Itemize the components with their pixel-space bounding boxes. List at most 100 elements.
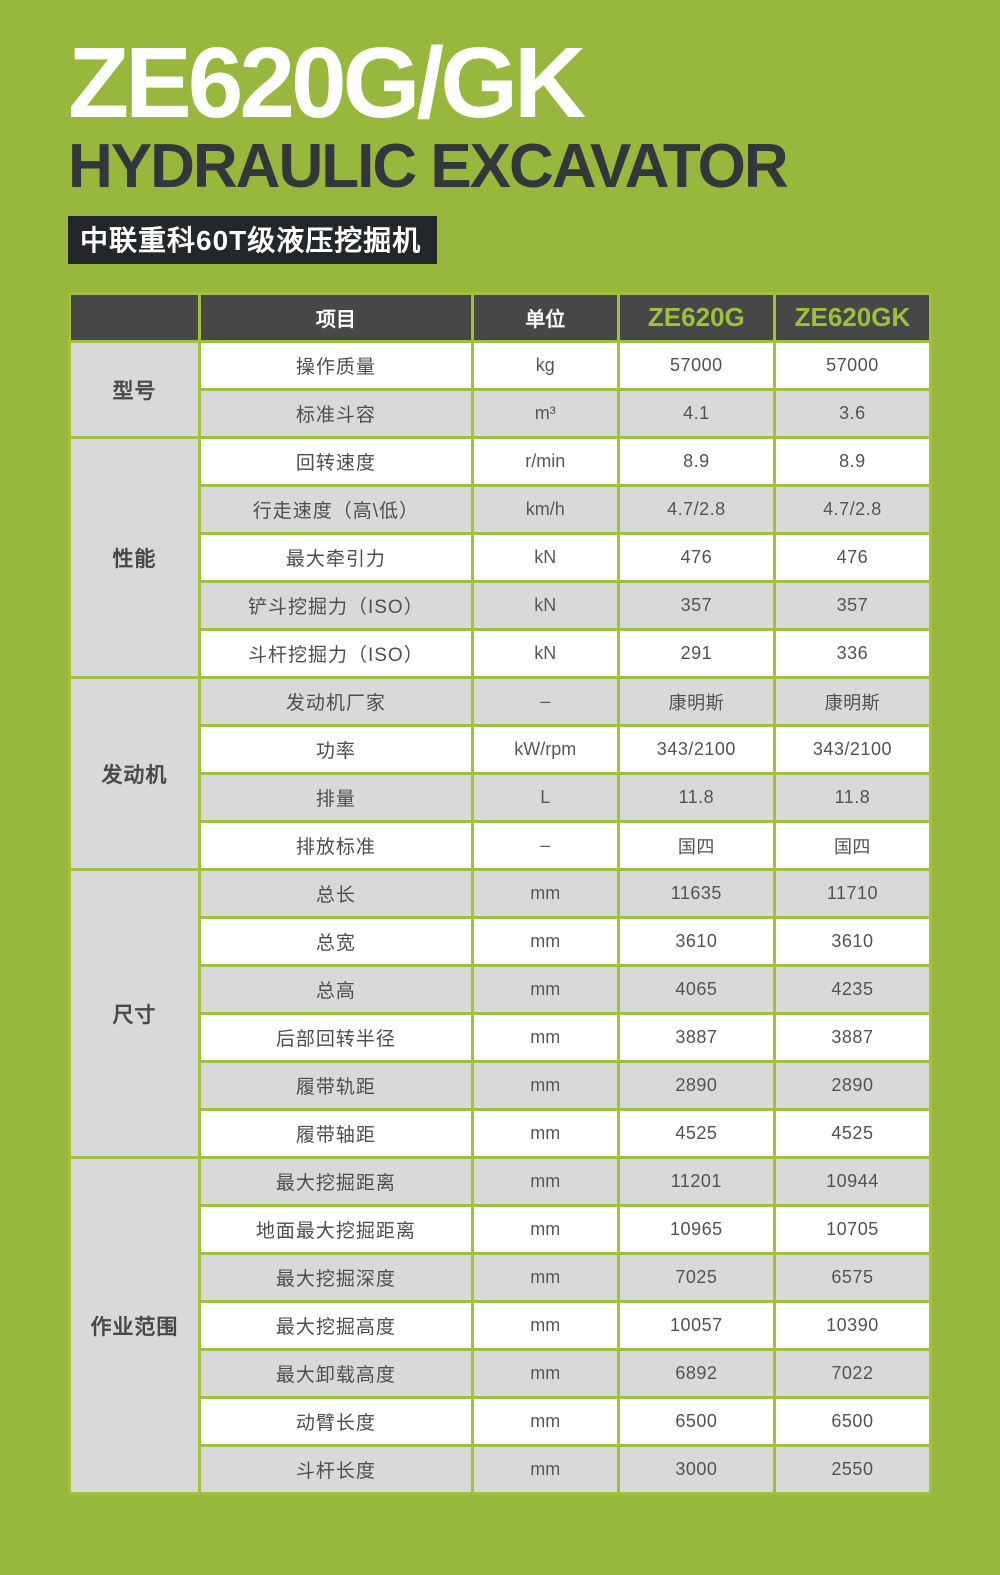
value-ze620g: 57000	[619, 343, 773, 388]
unit-label: kN	[473, 583, 617, 628]
value-ze620g: 4.1	[619, 391, 773, 436]
table-row: 最大卸载高度 mm 6892 7022	[71, 1351, 929, 1396]
item-label: 发动机厂家	[200, 679, 471, 724]
value-ze620gk: 11710	[775, 871, 929, 916]
value-ze620gk: 4525	[775, 1111, 929, 1156]
header-unit: 单位	[473, 295, 617, 340]
value-ze620gk: 国四	[775, 823, 929, 868]
value-ze620gk: 336	[775, 631, 929, 676]
header-model-ze620gk: ZE620GK	[775, 295, 929, 340]
table-row: 地面最大挖掘距离 mm 10965 10705	[71, 1207, 929, 1252]
value-ze620gk: 8.9	[775, 439, 929, 484]
table-row: 排量 L 11.8 11.8	[71, 775, 929, 820]
value-ze620g: 7025	[619, 1255, 773, 1300]
item-label: 履带轨距	[200, 1063, 471, 1108]
table-row: 履带轴距 mm 4525 4525	[71, 1111, 929, 1156]
unit-label: kN	[473, 535, 617, 580]
unit-label: mm	[473, 1015, 617, 1060]
value-ze620g: 4525	[619, 1111, 773, 1156]
unit-label: –	[473, 679, 617, 724]
table-header-row: 项目 单位 ZE620G ZE620GK	[71, 295, 929, 340]
table-row: 履带轨距 mm 2890 2890	[71, 1063, 929, 1108]
header-model-ze620g: ZE620G	[619, 295, 773, 340]
table-row: 行走速度（高\低） km/h 4.7/2.8 4.7/2.8	[71, 487, 929, 532]
page-title: ZE620G/GK	[68, 27, 586, 139]
value-ze620gk: 2550	[775, 1447, 929, 1492]
value-ze620gk: 7022	[775, 1351, 929, 1396]
item-label: 铲斗挖掘力（ISO）	[200, 583, 471, 628]
unit-label: kN	[473, 631, 617, 676]
value-ze620g: 8.9	[619, 439, 773, 484]
table-row: 发动机 发动机厂家 – 康明斯 康明斯	[71, 679, 929, 868]
item-label: 最大挖掘高度	[200, 1303, 471, 1348]
table-row: 动臂长度 mm 6500 6500	[71, 1399, 929, 1444]
category-model: 型号	[71, 343, 198, 436]
value-ze620gk: 476	[775, 535, 929, 580]
spec-table: 项目 单位 ZE620G ZE620GK 型号 操作质量 kg 57000 57…	[68, 292, 932, 1495]
unit-label: mm	[473, 967, 617, 1012]
item-label: 总长	[200, 871, 471, 916]
unit-label: mm	[473, 1303, 617, 1348]
table-row: 斗杆挖掘力（ISO） kN 291 336	[71, 631, 929, 676]
unit-label: km/h	[473, 487, 617, 532]
item-label: 斗杆长度	[200, 1447, 471, 1492]
value-ze620g: 11635	[619, 871, 773, 916]
table-row: 尺寸 总长 mm 11635 11710	[71, 871, 929, 1156]
category-engine: 发动机	[71, 679, 198, 868]
category-dimensions: 尺寸	[71, 871, 198, 1156]
item-label: 后部回转半径	[200, 1015, 471, 1060]
item-label: 操作质量	[200, 343, 471, 388]
value-ze620gk: 3.6	[775, 391, 929, 436]
table-row: 最大挖掘深度 mm 7025 6575	[71, 1255, 929, 1300]
table-row: 排放标准 – 国四 国四	[71, 823, 929, 868]
value-ze620gk: 10944	[775, 1159, 929, 1204]
unit-label: mm	[473, 1255, 617, 1300]
value-ze620gk: 4235	[775, 967, 929, 1012]
value-ze620g: 3000	[619, 1447, 773, 1492]
banner-title: 中联重科60T级液压挖掘机	[68, 216, 438, 264]
value-ze620g: 3610	[619, 919, 773, 964]
value-ze620g: 10057	[619, 1303, 773, 1348]
table-row: 性能 回转速度 r/min 8.9 8.9	[71, 439, 929, 676]
item-label: 排量	[200, 775, 471, 820]
value-ze620gk: 10705	[775, 1207, 929, 1252]
table-row: 总高 mm 4065 4235	[71, 967, 929, 1012]
value-ze620g: 6500	[619, 1399, 773, 1444]
value-ze620g: 11.8	[619, 775, 773, 820]
item-label: 地面最大挖掘距离	[200, 1207, 471, 1252]
value-ze620gk: 10390	[775, 1303, 929, 1348]
item-label: 最大挖掘距离	[200, 1159, 471, 1204]
value-ze620g: 343/2100	[619, 727, 773, 772]
unit-label: kg	[473, 343, 617, 388]
value-ze620g: 康明斯	[619, 679, 773, 724]
value-ze620gk: 57000	[775, 343, 929, 388]
item-label: 履带轴距	[200, 1111, 471, 1156]
unit-label: r/min	[473, 439, 617, 484]
item-label: 最大卸载高度	[200, 1351, 471, 1396]
unit-label: mm	[473, 1447, 617, 1492]
table-row: 铲斗挖掘力（ISO） kN 357 357	[71, 583, 929, 628]
item-label: 最大挖掘深度	[200, 1255, 471, 1300]
header-item: 项目	[200, 295, 471, 340]
value-ze620g: 291	[619, 631, 773, 676]
value-ze620gk: 康明斯	[775, 679, 929, 724]
unit-label: mm	[473, 919, 617, 964]
value-ze620gk: 4.7/2.8	[775, 487, 929, 532]
unit-label: m³	[473, 391, 617, 436]
unit-label: mm	[473, 1159, 617, 1204]
value-ze620gk: 3887	[775, 1015, 929, 1060]
value-ze620g: 6892	[619, 1351, 773, 1396]
value-ze620g: 11201	[619, 1159, 773, 1204]
value-ze620gk: 6500	[775, 1399, 929, 1444]
category-working-range: 作业范围	[71, 1159, 198, 1492]
table-row: 总宽 mm 3610 3610	[71, 919, 929, 964]
value-ze620gk: 2890	[775, 1063, 929, 1108]
value-ze620g: 国四	[619, 823, 773, 868]
table-row: 斗杆长度 mm 3000 2550	[71, 1447, 929, 1492]
value-ze620gk: 3610	[775, 919, 929, 964]
item-label: 总宽	[200, 919, 471, 964]
item-label: 排放标准	[200, 823, 471, 868]
value-ze620gk: 343/2100	[775, 727, 929, 772]
unit-label: mm	[473, 871, 617, 916]
